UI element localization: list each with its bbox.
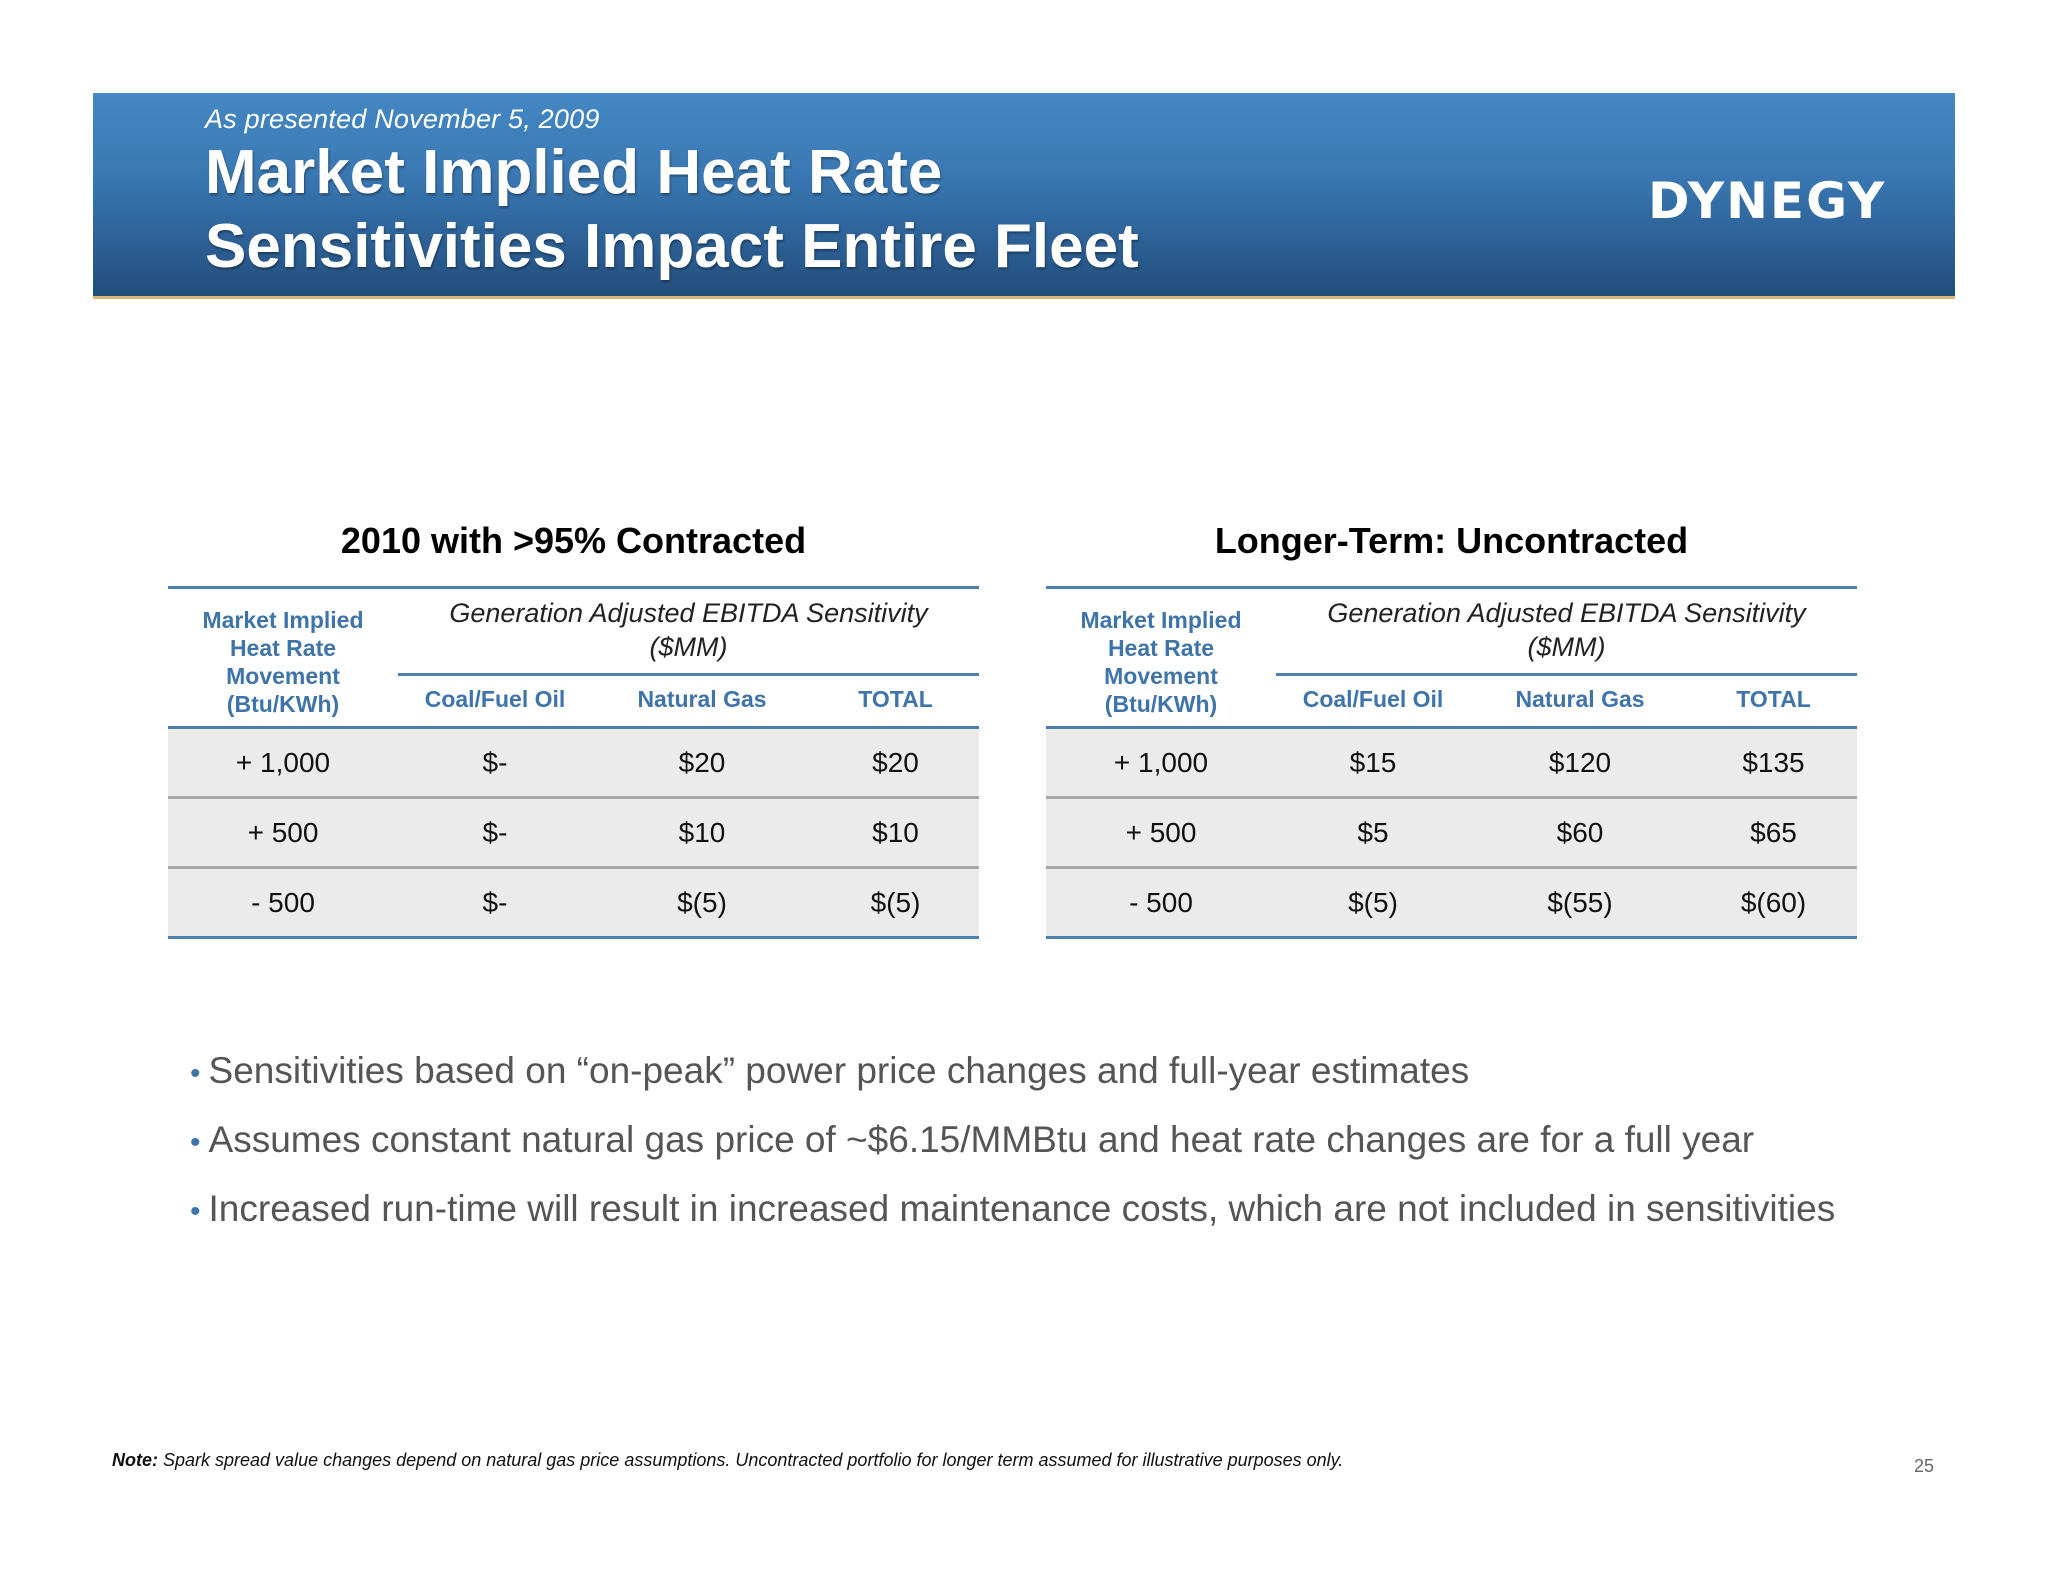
row-header-line: Market Implied: [202, 607, 364, 633]
bullet-item: • Increased run-time will result in incre…: [190, 1174, 1835, 1243]
bullet-text: Assumes constant natural gas price of ~$…: [208, 1119, 1755, 1160]
value-cell: $-: [482, 887, 508, 918]
value-cell: $(55): [1547, 887, 1613, 918]
header-band: [93, 93, 1955, 299]
value-cell: $(5): [870, 887, 921, 918]
value-cell: $135: [1742, 747, 1805, 778]
column-header-coal: Coal/Fuel Oil: [1302, 686, 1444, 712]
row-divider: [1046, 866, 1857, 869]
table-row: + 500 $5 $60 $65: [1046, 799, 1857, 866]
value-cell: $15: [1349, 747, 1397, 778]
footnote-text: Spark spread value changes depend on nat…: [158, 1450, 1344, 1470]
group-header: Generation Adjusted EBITDA Sensitivity (…: [398, 596, 979, 664]
heat-rate-cell: - 500: [251, 887, 315, 918]
footnote: Note: Spark spread value changes depend …: [112, 1450, 1343, 1471]
row-header-line: (Btu/KWh): [226, 691, 340, 717]
presented-date: As presented November 5, 2009: [205, 104, 600, 134]
table-row: + 1,000 $- $20 $20: [168, 729, 979, 796]
row-divider: [168, 866, 979, 869]
column-header-natural-gas: Natural Gas: [1515, 686, 1645, 712]
value-cell: $5: [1357, 817, 1389, 848]
group-header-line: ($MM): [1527, 632, 1606, 662]
row-header: Market Implied Heat Rate Movement (Btu/K…: [1046, 606, 1276, 718]
value-cell: $-: [482, 747, 508, 778]
table-row: - 500 $- $(5) $(5): [168, 869, 979, 936]
value-cell: $120: [1548, 747, 1612, 778]
table-row: + 1,000 $15 $120 $135: [1046, 729, 1857, 796]
title-line-1: Market Implied Heat Rate: [205, 138, 943, 207]
table-rule: [1046, 586, 1857, 589]
dynegy-logo: DYNEGY: [1648, 172, 1887, 230]
group-header: Generation Adjusted EBITDA Sensitivity (…: [1276, 596, 1857, 664]
row-header-line: Heat Rate: [1107, 635, 1215, 661]
value-cell: $10: [678, 817, 726, 848]
table-rule: [1046, 936, 1857, 939]
value-cell: $-: [482, 817, 508, 848]
value-cell: $(5): [1348, 887, 1398, 918]
row-header-line: Heat Rate: [229, 635, 337, 661]
heat-rate-cell: - 500: [1129, 887, 1193, 918]
heat-rate-cell: + 500: [1125, 817, 1197, 848]
heat-rate-cell: + 1,000: [1113, 747, 1209, 778]
group-header-line: Generation Adjusted EBITDA Sensitivity: [449, 598, 928, 628]
value-cell: $60: [1556, 817, 1604, 848]
title-line-2: Sensitivities Impact Entire Fleet: [205, 212, 1139, 281]
row-header-line: Movement: [1104, 663, 1218, 689]
table-rule: [168, 586, 979, 589]
row-header: Market Implied Heat Rate Movement (Btu/K…: [168, 606, 398, 718]
group-header-line: Generation Adjusted EBITDA Sensitivity: [1327, 598, 1806, 628]
bullet-text: Increased run-time will result in increa…: [208, 1188, 1836, 1229]
page-title: Market Implied Heat Rate Sensitivities I…: [205, 136, 1139, 284]
group-header-line: ($MM): [649, 632, 728, 662]
row-header-line: Market Implied: [1080, 607, 1242, 633]
table-row: - 500 $(5) $(55) $(60): [1046, 869, 1857, 936]
value-cell: $(60): [1740, 887, 1807, 918]
bullet-dot-icon: •: [190, 1126, 201, 1159]
value-cell: $(5): [677, 887, 727, 918]
value-cell: $65: [1750, 817, 1797, 848]
table-title-contracted: 2010 with >95% Contracted: [340, 520, 807, 561]
row-divider: [168, 796, 979, 799]
value-cell: $20: [872, 747, 919, 778]
footnote-label: Note:: [112, 1450, 158, 1470]
row-header-line: Movement: [226, 663, 340, 689]
bullet-list: • Sensitivities based on “on-peak” power …: [190, 1036, 1835, 1243]
page-number: 25: [1914, 1456, 1935, 1476]
table-title-uncontracted: Longer-Term: Uncontracted: [1214, 520, 1689, 561]
column-header-coal: Coal/Fuel Oil: [424, 686, 566, 712]
value-cell: $20: [678, 747, 726, 778]
bullet-item: • Assumes constant natural gas price of ~…: [190, 1105, 1835, 1174]
column-header-total: TOTAL: [1736, 686, 1811, 712]
table-rule: [168, 726, 979, 729]
table-rule: [168, 936, 979, 939]
table-rule: [1046, 726, 1857, 729]
table-row: + 500 $- $10 $10: [168, 799, 979, 866]
table-uncontracted: Market Implied Heat Rate Movement (Btu/K…: [1046, 586, 1857, 940]
column-header-total: TOTAL: [858, 686, 933, 712]
value-cell: $10: [872, 817, 919, 848]
table-contracted: Market Implied Heat Rate Movement (Btu/K…: [168, 586, 979, 940]
column-header-natural-gas: Natural Gas: [637, 686, 767, 712]
row-header-line: (Btu/KWh): [1104, 691, 1218, 717]
bullet-text: Sensitivities based on “on-peak” power p…: [208, 1050, 1470, 1091]
heat-rate-cell: + 500: [247, 817, 319, 848]
bullet-dot-icon: •: [190, 1195, 201, 1228]
row-divider: [1046, 796, 1857, 799]
table-rule: [398, 673, 979, 676]
table-rule: [1276, 673, 1857, 676]
bullet-item: • Sensitivities based on “on-peak” power …: [190, 1036, 1835, 1105]
bullet-dot-icon: •: [190, 1057, 201, 1090]
heat-rate-cell: + 1,000: [235, 747, 331, 778]
